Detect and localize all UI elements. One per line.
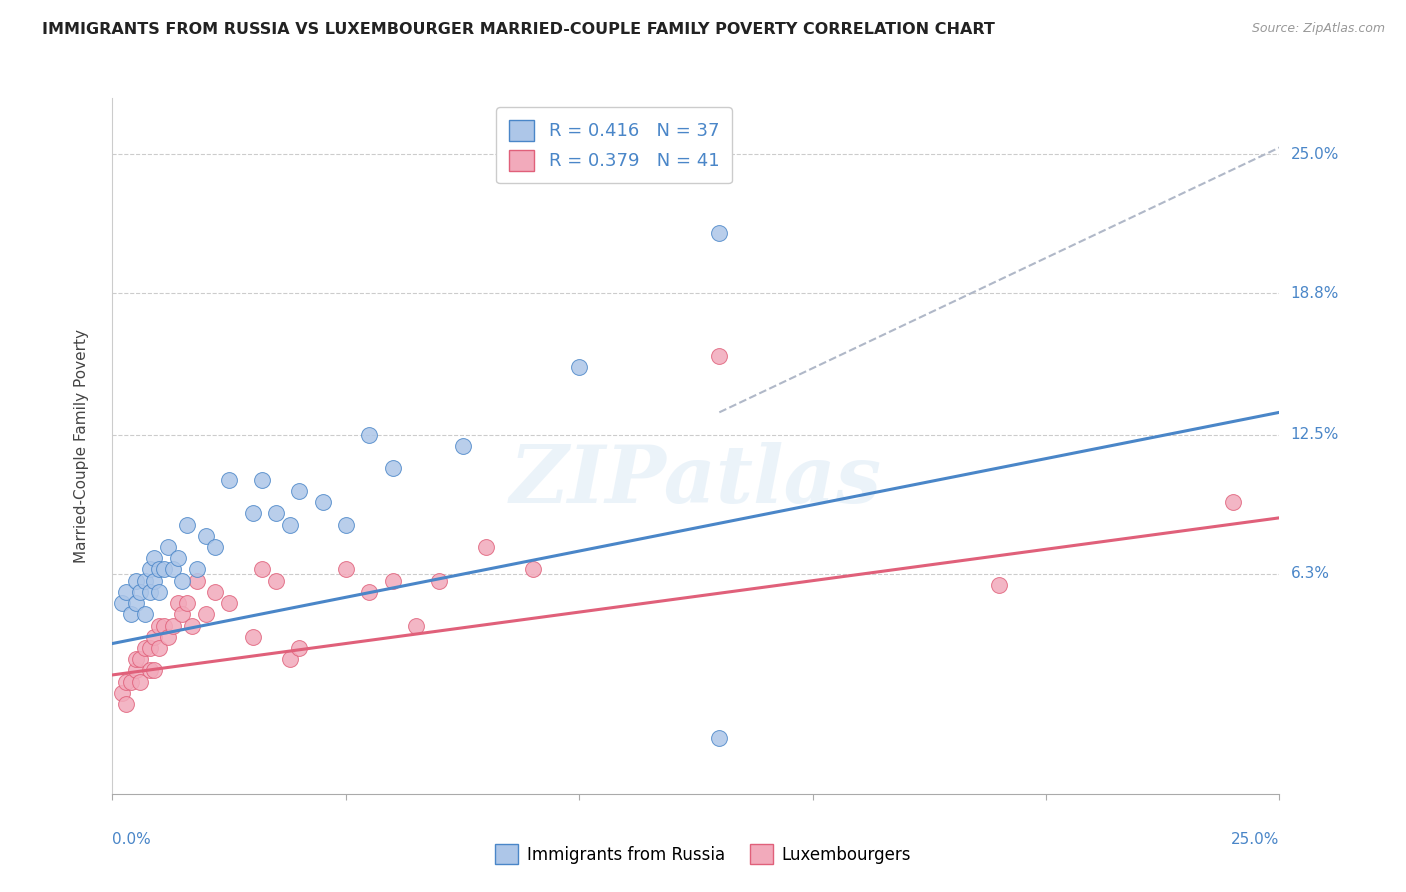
Point [250,473,273,487]
Point [264,574,287,588]
Point [204,540,226,554]
Legend: R = 0.416   N = 37, R = 0.379   N = 41: R = 0.416 N = 37, R = 0.379 N = 41 [496,107,733,183]
Point [709,349,731,363]
Point [120,607,142,622]
Point [148,640,170,655]
Point [129,652,152,666]
Point [125,652,148,666]
Point [125,596,148,610]
Point [148,585,170,599]
Point [250,562,273,576]
Point [288,640,311,655]
Point [143,551,166,566]
Point [129,585,152,599]
Point [115,585,138,599]
Point [134,607,156,622]
Point [115,697,138,711]
Point [143,574,166,588]
Point [162,618,184,632]
Text: 12.5%: 12.5% [1291,427,1339,442]
Point [153,618,176,632]
Point [143,630,166,644]
Text: 18.8%: 18.8% [1291,285,1339,301]
Text: 25.0%: 25.0% [1232,832,1279,847]
Point [451,439,474,453]
Point [162,562,184,576]
Point [288,483,311,498]
Point [134,574,156,588]
Point [125,574,148,588]
Point [709,731,731,745]
Point [166,596,188,610]
Point [278,652,301,666]
Point [186,562,208,576]
Y-axis label: Married-Couple Family Poverty: Married-Couple Family Poverty [75,329,89,563]
Point [381,461,404,475]
Point [143,664,166,678]
Point [1222,495,1244,509]
Point [335,517,357,532]
Point [194,607,217,622]
Point [359,427,381,442]
Text: IMMIGRANTS FROM RUSSIA VS LUXEMBOURGER MARRIED-COUPLE FAMILY POVERTY CORRELATION: IMMIGRANTS FROM RUSSIA VS LUXEMBOURGER M… [42,22,995,37]
Point [176,517,198,532]
Point [180,618,202,632]
Point [153,562,176,576]
Point [278,517,301,532]
Point [218,596,240,610]
Point [475,540,498,554]
Point [125,664,148,678]
Text: ZIPatlas: ZIPatlas [510,442,882,519]
Point [359,585,381,599]
Point [381,574,404,588]
Text: 25.0%: 25.0% [1291,146,1339,161]
Point [139,562,162,576]
Point [709,226,731,240]
Point [129,674,152,689]
Text: Source: ZipAtlas.com: Source: ZipAtlas.com [1251,22,1385,36]
Point [115,674,138,689]
Point [172,574,194,588]
Legend: Immigrants from Russia, Luxembourgers: Immigrants from Russia, Luxembourgers [488,838,918,871]
Point [988,578,1011,592]
Point [186,574,208,588]
Text: 0.0%: 0.0% [112,832,152,847]
Point [157,540,180,554]
Point [427,574,450,588]
Point [139,640,162,655]
Text: 6.3%: 6.3% [1291,566,1330,582]
Point [172,607,194,622]
Point [264,506,287,520]
Point [148,618,170,632]
Point [311,495,333,509]
Point [194,529,217,543]
Point [120,674,142,689]
Point [139,585,162,599]
Point [166,551,188,566]
Point [157,630,180,644]
Point [134,640,156,655]
Point [204,585,226,599]
Point [242,506,264,520]
Point [176,596,198,610]
Point [568,360,591,375]
Point [405,618,427,632]
Point [111,596,134,610]
Point [335,562,357,576]
Point [139,664,162,678]
Point [111,686,134,700]
Point [148,562,170,576]
Point [218,473,240,487]
Point [522,562,544,576]
Point [242,630,264,644]
